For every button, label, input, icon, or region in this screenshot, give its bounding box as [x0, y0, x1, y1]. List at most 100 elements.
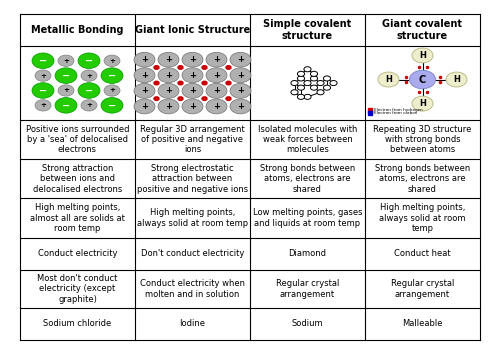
Text: +: + [237, 71, 244, 80]
Text: Regular crystal
arrangement: Regular crystal arrangement [276, 279, 339, 298]
Text: +: + [165, 86, 172, 95]
Circle shape [324, 85, 330, 90]
Circle shape [202, 81, 207, 85]
Text: Strong attraction
between ions and
delocalised electrons: Strong attraction between ions and deloc… [33, 164, 122, 194]
Circle shape [58, 85, 74, 96]
Text: Conduct heat: Conduct heat [394, 250, 451, 258]
Text: +: + [141, 71, 148, 80]
Circle shape [55, 98, 77, 113]
Circle shape [330, 80, 337, 86]
Circle shape [158, 68, 179, 83]
Circle shape [154, 81, 159, 85]
Circle shape [298, 71, 304, 76]
Text: Most don't conduct
electricity (except
graphite): Most don't conduct electricity (except g… [38, 274, 117, 304]
Text: Giant covalent
structure: Giant covalent structure [382, 19, 462, 41]
Circle shape [410, 70, 436, 89]
Circle shape [412, 48, 433, 63]
Text: H: H [385, 75, 392, 84]
Circle shape [230, 84, 251, 98]
Circle shape [182, 99, 203, 114]
Text: Regular 3D arrangement
of positive and negative
ions: Regular 3D arrangement of positive and n… [140, 125, 245, 154]
Circle shape [230, 68, 251, 83]
Circle shape [206, 68, 227, 83]
Text: −: − [108, 70, 116, 81]
Text: High melting points,
always solid at room temp: High melting points, always solid at roo… [137, 209, 248, 228]
Text: +: + [63, 58, 69, 64]
Text: +: + [237, 86, 244, 95]
Text: +: + [63, 87, 69, 93]
Text: Conduct electricity: Conduct electricity [38, 250, 117, 258]
Circle shape [32, 83, 54, 98]
Text: +: + [213, 86, 220, 95]
Circle shape [158, 84, 179, 98]
Circle shape [317, 90, 324, 95]
Circle shape [202, 66, 207, 69]
Text: +: + [213, 55, 220, 64]
Text: Isolated molecules with
weak forces between
molecules: Isolated molecules with weak forces betw… [258, 125, 357, 154]
Text: +: + [141, 55, 148, 64]
Text: +: + [109, 87, 115, 93]
Circle shape [154, 66, 159, 69]
Circle shape [104, 55, 120, 67]
Text: +: + [213, 102, 220, 111]
Text: −: − [108, 100, 116, 110]
Text: Positive ions surrounded
by a 'sea' of delocalised
electrons: Positive ions surrounded by a 'sea' of d… [26, 125, 129, 154]
Circle shape [298, 94, 304, 99]
Circle shape [158, 99, 179, 114]
Circle shape [206, 99, 227, 114]
Text: Sodium: Sodium [292, 319, 324, 328]
Circle shape [226, 81, 231, 85]
Text: +: + [109, 58, 115, 64]
Text: High melting points,
always solid at room
temp: High melting points, always solid at roo… [380, 203, 466, 233]
Text: Malleable: Malleable [402, 319, 443, 328]
Text: Strong electrostatic
attraction between
positive and negative ions: Strong electrostatic attraction between … [137, 164, 248, 194]
Circle shape [291, 80, 298, 86]
Text: −: − [62, 70, 70, 81]
Circle shape [310, 85, 318, 90]
Text: +: + [237, 55, 244, 64]
Text: Strong bonds between
atoms, electrons are
shared: Strong bonds between atoms, electrons ar… [375, 164, 470, 194]
Circle shape [158, 52, 179, 67]
Text: +: + [141, 86, 148, 95]
Text: H: H [419, 99, 426, 108]
Text: Low melting points, gases
and liquids at room temp: Low melting points, gases and liquids at… [253, 209, 362, 228]
Circle shape [412, 96, 433, 111]
Circle shape [81, 70, 97, 81]
Text: +: + [40, 102, 46, 108]
Circle shape [230, 99, 251, 114]
Circle shape [304, 94, 311, 99]
Circle shape [32, 53, 54, 69]
Text: +: + [141, 102, 148, 111]
Text: Electron from carbon: Electron from carbon [374, 111, 418, 115]
Text: −: − [85, 85, 93, 96]
Circle shape [134, 68, 155, 83]
Circle shape [324, 76, 330, 81]
Circle shape [104, 85, 120, 96]
Circle shape [206, 52, 227, 67]
Text: Strong bonds between
atoms, electrons are
shared: Strong bonds between atoms, electrons ar… [260, 164, 355, 194]
Circle shape [154, 97, 159, 101]
Circle shape [134, 84, 155, 98]
Circle shape [55, 68, 77, 84]
Text: Don't conduct electricity: Don't conduct electricity [141, 250, 244, 258]
Circle shape [206, 84, 227, 98]
Circle shape [178, 66, 183, 69]
Text: Sodium chloride: Sodium chloride [44, 319, 112, 328]
Text: −: − [39, 85, 47, 96]
Text: Conduct electricity when
molten and in solution: Conduct electricity when molten and in s… [140, 279, 245, 298]
Text: Repeating 3D structure
with strong bonds
between atoms: Repeating 3D structure with strong bonds… [374, 125, 472, 154]
Circle shape [134, 52, 155, 67]
Text: Electron from hydrogen: Electron from hydrogen [374, 108, 423, 112]
Text: +: + [189, 102, 196, 111]
Circle shape [134, 99, 155, 114]
Text: +: + [165, 55, 172, 64]
Circle shape [378, 72, 399, 87]
Text: Regular crystal
arrangement: Regular crystal arrangement [391, 279, 454, 298]
Circle shape [58, 55, 74, 67]
Circle shape [298, 85, 304, 90]
Circle shape [317, 80, 324, 86]
Circle shape [298, 76, 304, 81]
Text: Simple covalent
structure: Simple covalent structure [264, 19, 352, 41]
Text: +: + [86, 102, 92, 108]
Text: +: + [237, 102, 244, 111]
